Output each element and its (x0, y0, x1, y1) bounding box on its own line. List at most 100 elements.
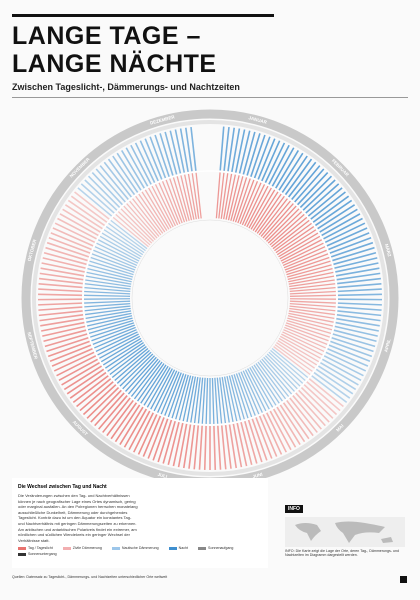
spoke-inner (92, 326, 136, 345)
spoke-inner (287, 267, 333, 280)
spoke-inner (289, 283, 336, 290)
spoke-outer (337, 288, 382, 293)
spoke-outer (224, 424, 232, 469)
spoke-inner (123, 205, 156, 241)
spoke-inner (225, 174, 236, 220)
spoke-outer (219, 126, 225, 171)
spoke-outer (43, 251, 87, 266)
spoke-inner (270, 349, 306, 381)
spoke-outer (335, 321, 379, 332)
spoke-inner (274, 222, 312, 252)
spoke-outer (299, 175, 333, 208)
spoke-outer (82, 384, 117, 416)
spoke-outer (313, 371, 351, 399)
spoke-outer (336, 317, 380, 327)
legend-swatch (18, 546, 26, 550)
spoke-outer (328, 232, 370, 251)
spoke-inner (84, 294, 131, 297)
outer-ring (21, 109, 399, 480)
spoke-outer (112, 155, 139, 193)
spoke-inner (84, 302, 131, 308)
spoke-outer (56, 355, 97, 377)
spoke-outer (330, 340, 373, 358)
spoke-outer (147, 417, 165, 459)
spoke-outer (38, 293, 83, 297)
title-line: LANGE NÄCHTE (12, 50, 217, 78)
spoke-outer (99, 165, 129, 200)
spoke-outer (284, 158, 313, 196)
spoke-inner (289, 279, 335, 288)
spoke-outer (46, 241, 90, 258)
legend-item: Zivile Dämmerung (62, 546, 102, 550)
month-label: JUNI (252, 472, 263, 479)
spoke-inner (190, 376, 199, 423)
spoke-inner (86, 271, 132, 283)
legend-label: Sonnenuntergang (28, 552, 57, 556)
spoke-outer (336, 314, 381, 322)
spoke-outer (59, 213, 99, 237)
spoke-outer (41, 321, 85, 332)
spoke-inner (122, 355, 156, 390)
spoke-inner (288, 271, 334, 283)
spoke-inner (94, 329, 137, 349)
spoke-inner (253, 364, 280, 404)
spoke-inner (262, 203, 294, 239)
spoke-inner (111, 347, 149, 379)
spoke-inner (90, 256, 135, 273)
spoke-inner (227, 175, 240, 221)
spoke-outer (281, 155, 308, 193)
spoke-inner (109, 346, 147, 376)
spoke-inner (126, 203, 158, 239)
spoke-outer (242, 131, 256, 175)
spoke-inner (95, 331, 138, 353)
spoke-inner (289, 305, 336, 312)
spoke-outer (51, 347, 93, 367)
spoke-inner (164, 372, 182, 416)
spoke-inner (110, 219, 148, 250)
spoke-outer (144, 138, 163, 180)
spoke-outer (227, 127, 236, 172)
spoke-inner (184, 174, 195, 220)
spoke-inner (96, 242, 139, 264)
spoke-outer (179, 128, 189, 173)
spoke-outer (50, 232, 92, 251)
spoke-inner (99, 235, 141, 260)
spoke-outer (45, 246, 88, 262)
spoke-outer (133, 412, 154, 453)
month-label: JANUAR (248, 115, 268, 125)
spoke-outer (326, 227, 368, 247)
spoke-inner (187, 173, 197, 220)
spoke-inner (99, 335, 141, 359)
spoke-inner (150, 368, 173, 410)
month-label: MAI (335, 423, 344, 432)
spoke-outer (134, 142, 156, 183)
spoke-outer (119, 406, 144, 445)
spoke-inner (221, 376, 230, 423)
title-line: LANGE TAGE – (12, 22, 201, 50)
spoke-outer (268, 144, 290, 185)
spoke-inner (91, 253, 136, 271)
spoke-inner (274, 344, 313, 372)
spoke-outer (58, 358, 99, 382)
spoke-inner (117, 211, 153, 244)
spoke-inner (289, 300, 336, 304)
spoke-outer (107, 158, 136, 196)
spoke-outer (337, 310, 382, 317)
spoke-inner (233, 374, 249, 419)
spoke-inner (169, 178, 186, 223)
spoke-inner (86, 315, 133, 327)
spoke-outer (223, 126, 230, 171)
spoke-outer (90, 389, 122, 423)
spoke-outer (320, 362, 359, 386)
spoke-inner (278, 232, 319, 258)
legend-label: Nautische Dämmerung (121, 546, 159, 550)
spoke-outer (49, 344, 92, 363)
spoke-outer (42, 325, 86, 337)
spoke-inner (154, 184, 176, 227)
spoke-outer (264, 142, 286, 183)
spoke-outer (337, 283, 382, 289)
spoke-inner (283, 329, 326, 349)
spoke-inner (286, 260, 331, 276)
spoke-outer (76, 378, 112, 408)
spoke-inner (285, 256, 330, 273)
